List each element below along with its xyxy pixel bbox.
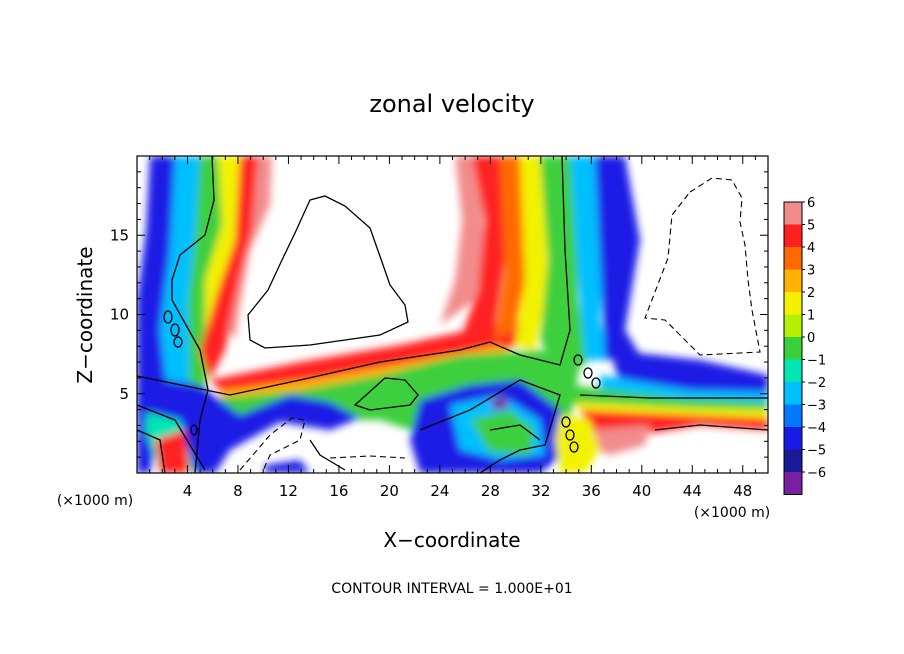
contour-interval-note: CONTOUR INTERVAL = 1.000E+01 [331,581,572,597]
colorbar-label: 2 [807,286,815,301]
plot-area [137,156,768,473]
contour-line [353,377,419,411]
contour-cell [170,323,180,337]
jet-red [460,156,505,340]
contour-line [247,195,409,349]
y-tick-label: 15 [110,226,129,244]
chart-title: zonal velocity [369,90,534,118]
colorbar-label: 6 [807,196,815,211]
jet-pink-edge [440,156,485,325]
contour-line [419,379,561,473]
contour-line [489,424,541,441]
colorbar-label: −4 [807,421,826,436]
colorbar-label: −5 [807,444,826,459]
colorbar-label: −6 [807,466,826,481]
colorbar-label: 3 [807,264,815,279]
jet-blue [595,156,640,360]
contour-line [309,439,346,471]
right-yellow-band [575,402,768,418]
colorbar-label: 0 [807,331,815,346]
contour-line [137,404,206,471]
jet-green [540,156,590,380]
contour-line [137,429,166,473]
contour-line [579,394,768,399]
x-tick-labels: 4 8 12 16 20 24 28 32 36 40 44 48 [183,482,753,500]
left-yellow-band [205,156,245,330]
z-unit-label: (×1000 m) [694,505,770,521]
colorbar-label: 5 [807,219,815,234]
colorbar-swatch [784,269,802,292]
colorbar-swatch [784,314,802,337]
contour-cell [163,310,173,324]
colorbar-swatch [784,382,802,405]
contour-cell [573,354,583,366]
dashed-contour-line [239,417,306,473]
x-tick-label: 8 [233,482,243,500]
contour-cell [190,424,198,436]
colorbar: 6 5 4 3 2 1 0 −1 −2 −3 −4 −5 −6 [783,196,826,495]
colorbar-swatch [784,337,802,360]
colorbar-swatch [784,224,802,247]
jet-yellow [515,156,548,350]
x-tick-label: 40 [632,482,651,500]
contour-cell [569,441,579,453]
central-red-layer [210,320,520,400]
x-tick-label: 36 [582,482,601,500]
right-pink-band [590,425,650,455]
contour-cell [561,416,571,428]
contour-cell [565,429,575,441]
y-tick-label: 10 [110,306,129,324]
left-pink-band [228,156,272,340]
colorbar-swatch [784,292,802,315]
x-tick-label: 4 [183,482,193,500]
y-axis-label: Z−coordinate [73,246,97,383]
colorbar-swatch [784,472,802,495]
colorbar-swatch [784,449,802,472]
contour-cell [173,336,183,348]
y-tick-label: 5 [119,385,129,403]
lower-green-region [470,410,535,455]
x-tick-label: 28 [481,482,500,500]
dashed-contour-line [329,455,406,459]
y-tick-labels: 5 10 15 [110,226,129,403]
lower-purple-spot [490,396,508,410]
colorbar-label: −3 [807,399,826,414]
velocity-field [137,156,768,473]
colorbar-swatch [784,359,802,382]
x-tick-label: 24 [430,482,449,500]
left-red-band [200,156,265,380]
colorbar-label: −2 [807,376,826,391]
colorbar-swatch [784,427,802,450]
x-tick-label: 32 [531,482,550,500]
x-tick-label: 44 [683,482,702,500]
colorbar-swatch [784,404,802,427]
colorbar-swatch [784,247,802,270]
x-axis-label: X−coordinate [383,528,520,552]
colorbar-swatch [784,202,802,225]
x-tick-label: 16 [329,482,348,500]
x-tick-label: 12 [279,482,298,500]
x-tick-label: 48 [733,482,752,500]
x-tick-label: 20 [380,482,399,500]
colorbar-label: 1 [807,309,815,324]
contour-line [654,424,768,431]
contour-line [171,156,215,473]
dashed-contour-line [644,177,761,356]
negative-contours [239,177,761,473]
jet-orange [495,156,528,340]
colorbar-label: −1 [807,354,826,369]
contour-cell [591,377,601,389]
colorbar-frame [783,201,803,495]
colorbar-label: 4 [807,241,815,256]
contour-line [137,156,571,396]
axis-ticks [137,156,768,473]
contour-lines [137,156,768,473]
x-unit-label: (×1000 m) [57,493,133,509]
contour-cell [583,367,593,379]
